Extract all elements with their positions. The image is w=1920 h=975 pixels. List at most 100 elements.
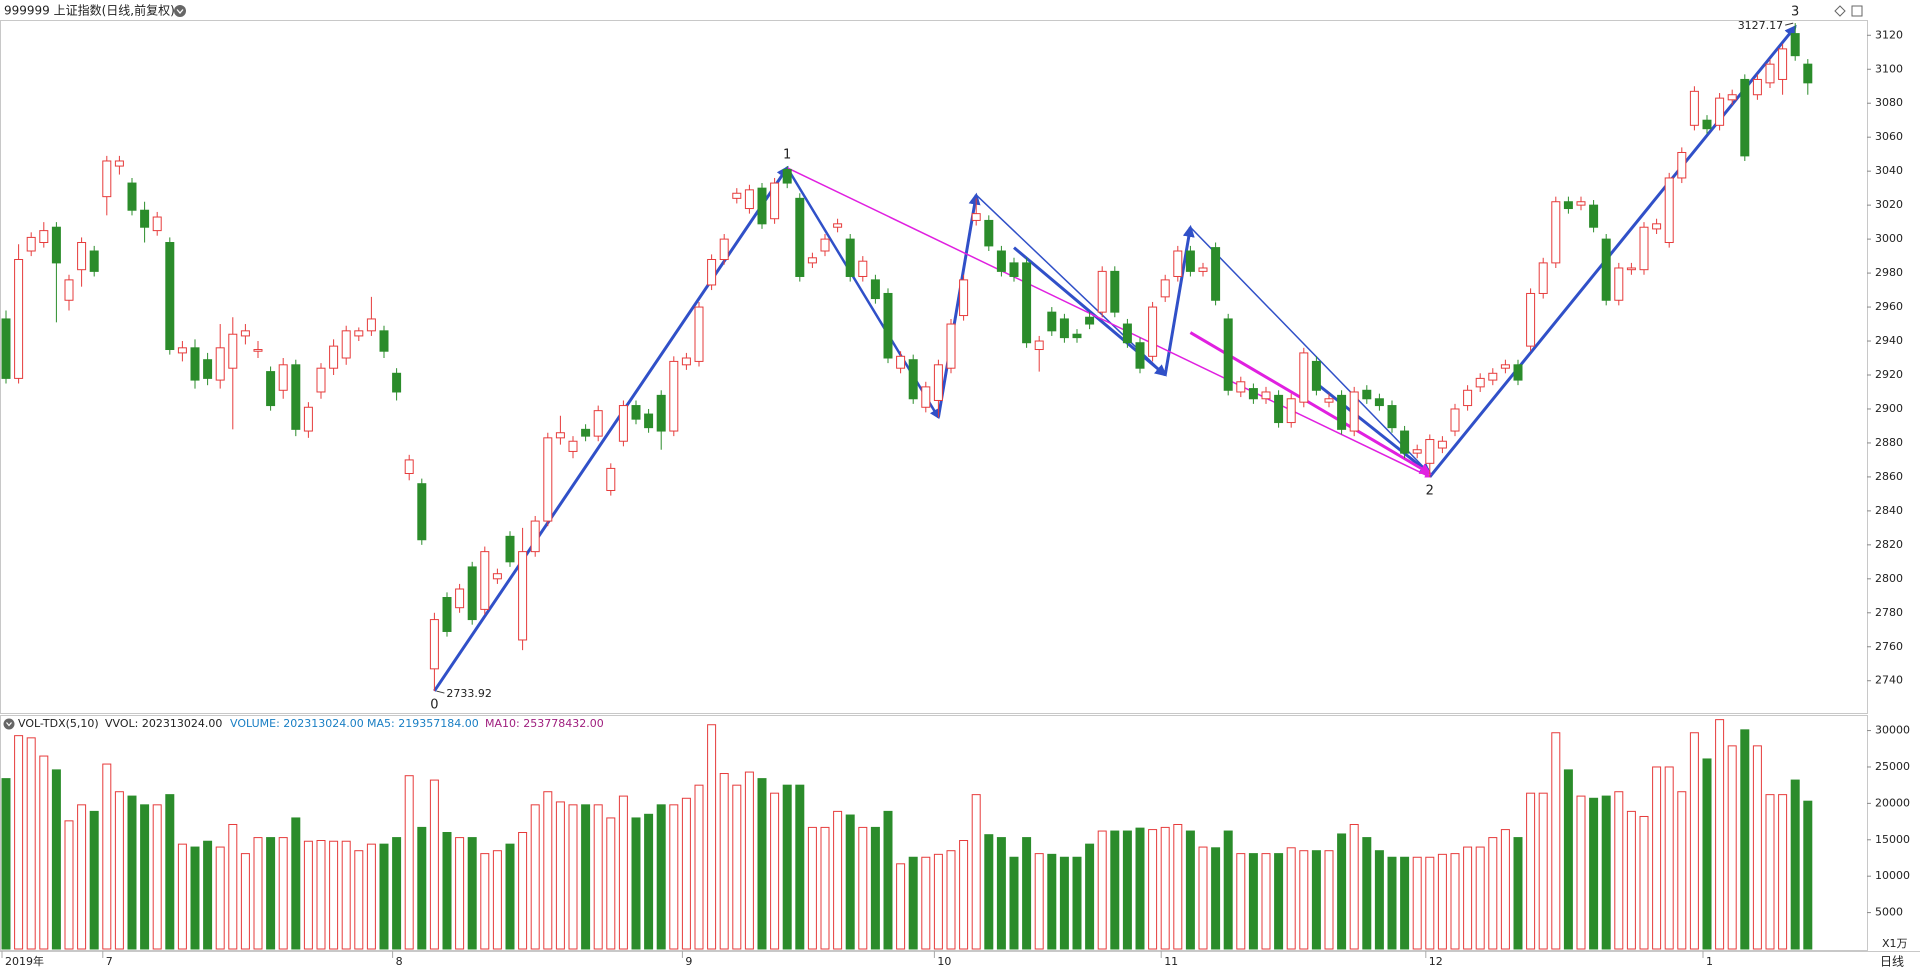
candle-body xyxy=(845,238,855,277)
volume-bar xyxy=(757,778,767,950)
candle-body xyxy=(278,364,288,391)
volume-bar xyxy=(656,804,666,950)
candle-body xyxy=(1437,440,1447,449)
x-tick-label: 2019年 xyxy=(5,954,44,968)
candle-body xyxy=(1790,33,1800,57)
candle-body xyxy=(51,226,61,264)
volume-bar xyxy=(1563,769,1573,950)
volume-bar xyxy=(1324,850,1334,950)
diamond-icon[interactable] xyxy=(1834,5,1846,17)
x-tick-label: 8 xyxy=(396,955,403,968)
trend-line xyxy=(936,192,981,418)
candle-body xyxy=(1248,388,1258,400)
volume-bar xyxy=(1601,795,1611,950)
candle-body xyxy=(253,349,263,352)
trend-line xyxy=(1189,226,1431,475)
trend-line xyxy=(975,194,1167,376)
volume-bar xyxy=(795,784,805,950)
volume-bar xyxy=(316,840,326,950)
candle-body xyxy=(455,588,465,609)
wave-label: 1 xyxy=(783,148,791,163)
candle-body xyxy=(1727,94,1737,101)
trend-line xyxy=(786,167,1431,478)
candle-body xyxy=(1576,201,1586,206)
volume-bar xyxy=(1765,794,1775,950)
volume-bar xyxy=(820,826,830,950)
candle-body xyxy=(971,213,981,221)
volume-bar xyxy=(1236,853,1246,950)
panel-icon[interactable] xyxy=(1851,5,1863,17)
volume-menu[interactable] xyxy=(3,718,15,730)
candle-body xyxy=(266,371,276,407)
candle-body xyxy=(933,364,943,401)
candle-body xyxy=(1400,430,1410,454)
volume-bar xyxy=(1727,745,1737,950)
volume-bar xyxy=(908,856,918,950)
volume-bar xyxy=(518,832,528,950)
candle-body xyxy=(681,357,691,366)
candle-body xyxy=(618,405,628,442)
candle-body xyxy=(127,182,137,211)
annotation-pointer xyxy=(1785,22,1794,26)
candle-body xyxy=(39,230,49,244)
y-tick-label: 2940 xyxy=(1875,334,1903,347)
volume-bar xyxy=(1122,830,1132,950)
volume-bar xyxy=(1526,792,1536,950)
x-tick-label: 10 xyxy=(937,955,951,968)
candle-body xyxy=(1677,151,1687,179)
volume-bar xyxy=(1778,794,1788,950)
volume-bar xyxy=(644,813,654,950)
volume-unit: X1万 xyxy=(1882,937,1908,950)
candle-body xyxy=(1223,318,1233,391)
volume-bar xyxy=(1626,810,1636,950)
volume-bar xyxy=(959,840,969,950)
candle-body xyxy=(1702,119,1712,130)
candle-body xyxy=(1097,270,1107,313)
volume-bar xyxy=(1400,856,1410,950)
volume-bar xyxy=(442,832,452,950)
volume-bar xyxy=(858,826,868,950)
candle-body xyxy=(946,323,956,369)
y-tick-label: 2960 xyxy=(1875,300,1903,313)
volume-bar xyxy=(833,810,843,950)
volume-bar xyxy=(1148,829,1158,950)
volume-bar xyxy=(996,837,1006,950)
volume-bar xyxy=(1589,797,1599,950)
annotation-pointer xyxy=(436,690,445,694)
volume-bar xyxy=(694,784,704,950)
trend-line xyxy=(433,165,789,692)
volume-bar xyxy=(1160,826,1170,950)
y-tick-label: 3040 xyxy=(1875,164,1903,177)
candle-body xyxy=(833,223,843,228)
candle-body xyxy=(883,292,893,359)
volume-bar xyxy=(1337,833,1347,950)
candle-body xyxy=(744,189,754,210)
volume-bar xyxy=(253,837,263,950)
volume-bar xyxy=(1412,856,1422,950)
candle-body xyxy=(1463,389,1473,407)
candle-body xyxy=(505,535,515,563)
trend-line xyxy=(1428,24,1797,478)
volume-bar xyxy=(429,779,439,950)
volume-bar xyxy=(1349,823,1359,950)
candle-body xyxy=(429,619,439,670)
candle-body xyxy=(1034,340,1044,351)
y-tick-label: 3060 xyxy=(1875,130,1903,143)
volume-bar xyxy=(1702,758,1712,950)
volume-bar xyxy=(870,826,880,950)
volume-bar xyxy=(933,853,943,950)
candle-body xyxy=(1803,63,1813,84)
volume-bar xyxy=(1059,856,1069,950)
y-tick-label: 2820 xyxy=(1875,538,1903,551)
volume-bar xyxy=(77,804,87,950)
volume-bar xyxy=(1437,853,1447,950)
candle-body xyxy=(908,359,918,400)
volume-bar xyxy=(266,837,276,950)
candle-body xyxy=(1110,270,1120,313)
title-menu[interactable] xyxy=(174,5,186,17)
candle-body xyxy=(795,197,805,277)
annotation: 2733.92 xyxy=(446,687,492,700)
candle-body xyxy=(858,260,868,277)
volume-bar xyxy=(190,846,200,950)
